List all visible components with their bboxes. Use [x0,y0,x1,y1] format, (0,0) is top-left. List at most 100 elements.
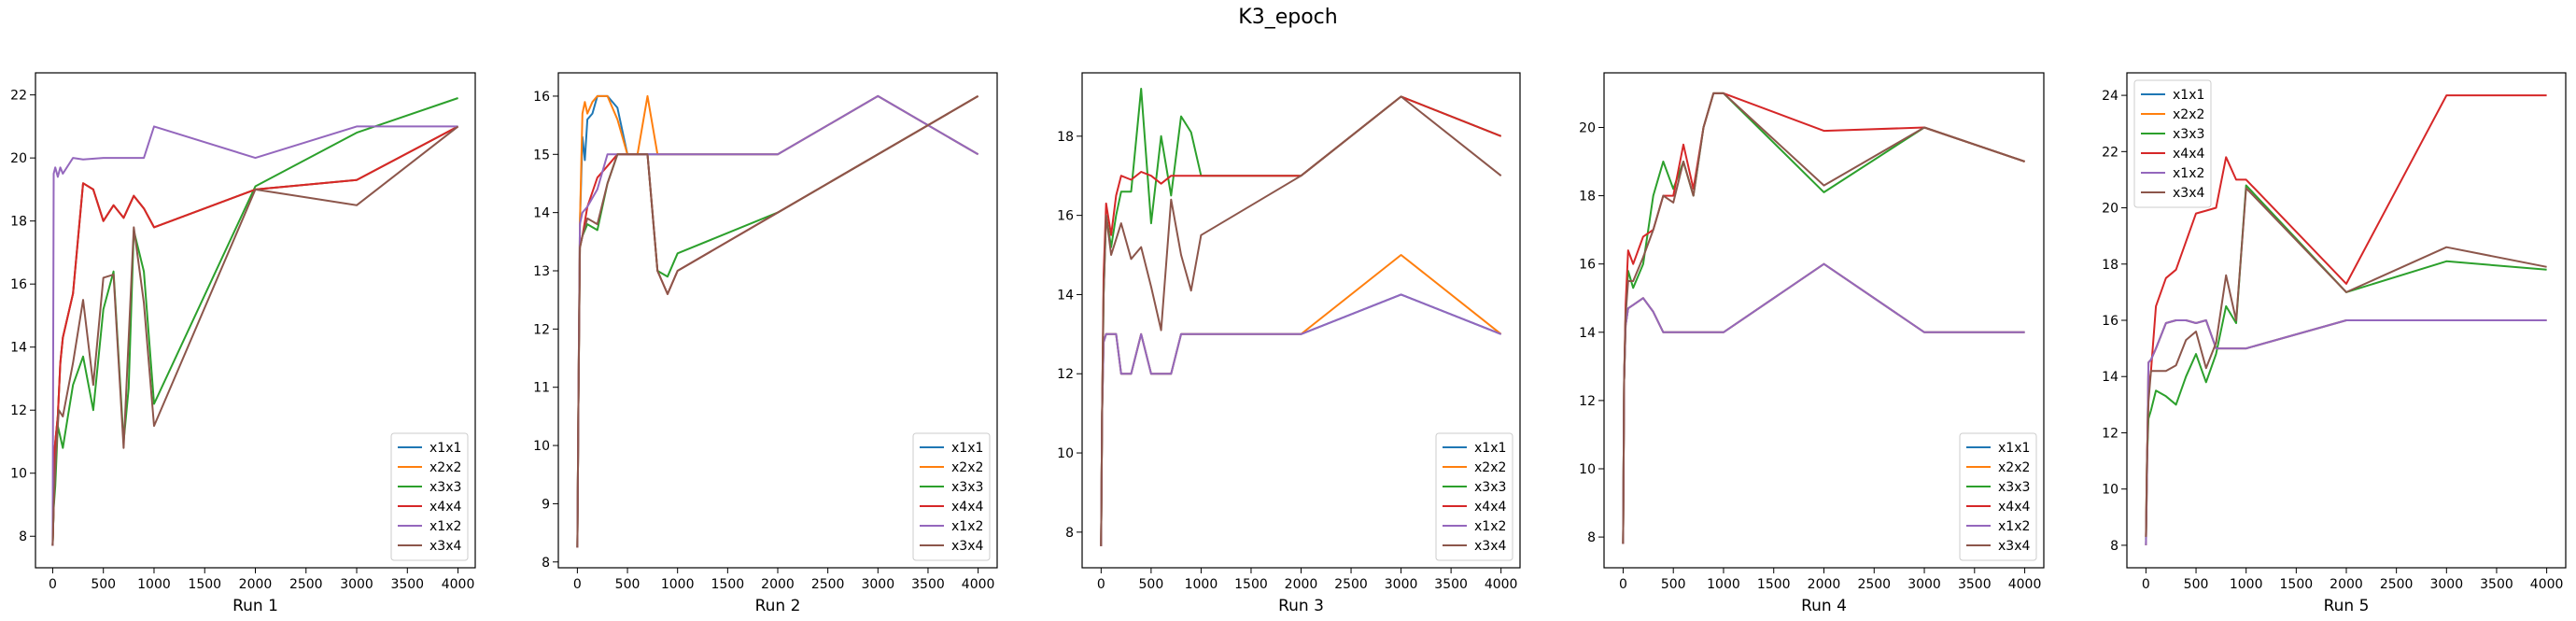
legend-box [1435,432,1513,561]
legend-label-x3x4: x3x4 [429,539,461,554]
legend-label-x1x2: x1x2 [1474,519,1506,534]
x-tick-label: 0 [49,577,57,592]
y-tick-label: 8 [19,529,27,544]
y-tick-label: 11 [533,381,550,396]
x-tick-label: 1000 [661,577,695,592]
legend: x1x1 x2x2 x3x3 x4x4 x1x2 x3x4 [1435,432,1513,561]
x-tick-label: 3000 [1907,577,1941,592]
y-tick-label: 12 [2102,426,2119,441]
legend-label-x3x3: x3x3 [1474,480,1506,495]
legend-label-x1x1: x1x1 [1998,441,2030,456]
series-line-x1x2 [51,125,458,546]
x-tick-label: 3000 [1385,577,1418,592]
x-tick-label: 4000 [962,577,995,592]
series-line-x3x4 [576,95,979,548]
y-tick-label: 12 [533,322,550,337]
y-tick-label: 18 [1057,130,1074,145]
x-tick-label: 500 [1661,577,1686,592]
y-tick-label: 8 [542,556,550,571]
series-line-x3x3 [2145,184,2547,540]
x-tick-label: 2500 [1334,577,1368,592]
x-tick-label: 2000 [761,577,795,592]
x-tick-label: 0 [573,577,582,592]
x-tick-label: 1000 [137,577,171,592]
x-tick-label: 0 [2142,577,2150,592]
y-tick-label: 22 [10,89,27,104]
legend-label-x1x1: x1x1 [951,441,983,456]
x-tick-label: 4000 [442,577,475,592]
y-tick-label: 10 [1057,446,1074,461]
series-line-x3x4 [2145,187,2547,537]
x-tick-label: 3000 [861,577,894,592]
series-line-x3x4 [1100,95,1502,546]
y-tick-label: 12 [1579,394,1596,409]
legend-label-x4x4: x4x4 [1474,500,1506,515]
y-tick-label: 16 [1579,258,1596,273]
x-tick-label: 0 [1619,577,1627,592]
series-line-x4x4 [1622,92,2025,544]
series-line-x3x4 [1622,92,2025,544]
legend-box [390,432,469,561]
series-line-x1x2 [2145,319,2547,545]
legend-box [912,432,991,561]
y-tick-label: 20 [1579,120,1596,135]
series-line-x1x1 [2145,319,2547,545]
legend-label-x3x4: x3x4 [1474,539,1506,554]
x-tick-label: 1500 [188,577,221,592]
x-tick-label: 1000 [2230,577,2263,592]
legend-label-x2x2: x2x2 [2173,107,2204,122]
y-tick-label: 8 [2110,539,2119,554]
y-tick-label: 14 [1579,326,1596,341]
legend-label-x2x2: x2x2 [1474,460,1506,475]
legend-label-x1x1: x1x1 [2173,88,2204,103]
y-tick-label: 22 [2102,145,2119,160]
subplot-5: 0 500 1000 1500 2000 2500 3000 3500 4000 8 10 12 14 1… [2102,72,2567,615]
y-tick-label: 12 [1057,367,1074,382]
y-tick-label: 18 [2102,258,2119,273]
x-tick-label: 3500 [1434,577,1468,592]
legend: x1x1 x2x2 x3x3 x4x4 x1x2 x3x4 [912,432,991,561]
x-tick-label: 500 [2184,577,2209,592]
subplot-2: 0 500 1000 1500 2000 2500 3000 3500 4000 8 9 10 11 12… [533,72,998,615]
legend-label-x3x3: x3x3 [1998,480,2030,495]
series-line-x1x2 [1100,293,1502,546]
y-tick-label: 16 [10,277,27,292]
subplot-1: 0 500 1000 1500 2000 2500 3000 3500 4000 8 10 12 14 1… [10,72,476,615]
legend-label-x1x1: x1x1 [429,441,461,456]
x-axis-label: Run 3 [1278,597,1324,615]
y-tick-label: 10 [533,439,550,454]
x-tick-label: 4000 [1485,577,1518,592]
y-tick-label: 16 [533,90,550,105]
legend-label-x4x4: x4x4 [429,500,461,515]
legend-label-x2x2: x2x2 [1998,460,2030,475]
x-tick-label: 3500 [2480,577,2513,592]
x-axis-label: Run 1 [232,597,278,615]
x-tick-label: 1500 [711,577,745,592]
x-tick-label: 3000 [2429,577,2463,592]
legend-label-x1x2: x1x2 [2173,166,2204,181]
y-tick-label: 9 [542,497,550,512]
y-tick-label: 14 [2102,370,2119,385]
y-tick-label: 14 [533,206,550,221]
x-tick-label: 2000 [1808,577,1841,592]
legend-label-x2x2: x2x2 [429,460,461,475]
legend-label-x2x2: x2x2 [951,460,983,475]
series-line-x3x4 [51,125,459,546]
legend-label-x3x3: x3x3 [951,480,983,495]
legend-box [1959,432,2037,561]
legend-label-x3x4: x3x4 [2173,186,2204,201]
x-axis-label: Run 5 [2324,597,2370,615]
legend-label-x1x2: x1x2 [1998,519,2030,534]
y-tick-label: 16 [2102,314,2119,329]
series-line-x1x2 [1622,262,2025,544]
y-tick-label: 20 [2102,202,2119,217]
figure-title: K3_epoch [1238,6,1338,29]
legend-label-x4x4: x4x4 [1998,500,2030,515]
x-tick-label: 2500 [1857,577,1891,592]
subplot-4: 0 500 1000 1500 2000 2500 3000 3500 4000 8 10 12 14 1… [1579,72,2045,615]
x-axis-label: Run 2 [755,597,801,615]
x-tick-label: 1000 [1185,577,1218,592]
legend: x1x1 x2x2 x3x3 x4x4 x1x2 x3x4 [2133,79,2212,208]
x-tick-label: 0 [1097,577,1105,592]
x-axis-label: Run 4 [1801,597,1847,615]
